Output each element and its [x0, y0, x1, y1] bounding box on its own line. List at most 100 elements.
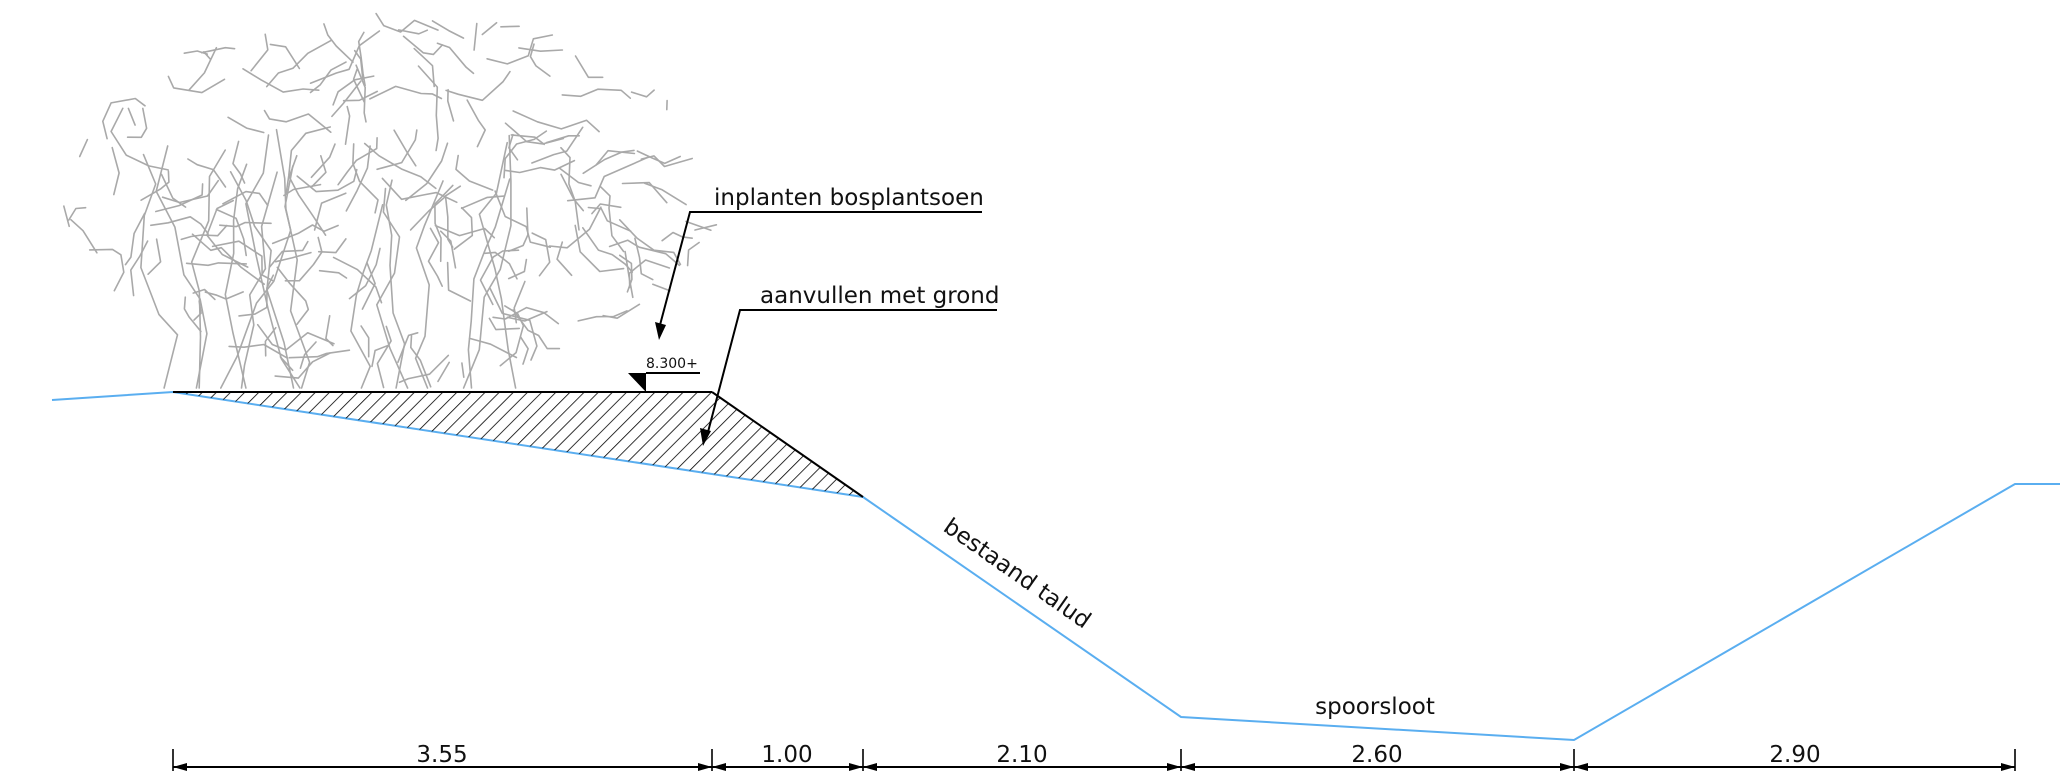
vegetation-stroke: [111, 146, 120, 196]
vegetation-stroke: [504, 159, 576, 174]
fill-area-hatch: [173, 392, 863, 497]
vegetation-stroke: [160, 173, 187, 208]
dimension-arrow-icon: [2001, 763, 2015, 771]
label-ditch: spoorsloot: [1315, 694, 1435, 720]
vegetation-stroke: [369, 85, 443, 100]
dimension-label: 1.00: [761, 742, 812, 768]
vegetation-stroke: [310, 155, 327, 188]
vegetation-stroke: [467, 178, 511, 389]
vegetation-stroke: [357, 31, 366, 87]
vegetation-stroke: [499, 305, 525, 367]
vegetation-stroke: [147, 238, 162, 276]
vegetation-stroke: [193, 300, 202, 321]
vegetation-stroke: [460, 195, 505, 210]
vegetation-stroke: [274, 352, 331, 379]
vegetation-stroke: [427, 227, 444, 288]
vegetation-stroke: [404, 142, 449, 202]
vegetation-stroke: [512, 110, 600, 133]
level-value: 8.300+: [646, 356, 698, 372]
vegetation-stroke: [242, 68, 320, 93]
vegetation-stroke: [150, 216, 209, 235]
vegetation-stroke: [180, 224, 228, 241]
vegetation-stroke: [581, 227, 634, 273]
dimension-label: 2.10: [996, 742, 1047, 768]
vegetation-stroke: [62, 205, 70, 228]
vegetation-stroke: [240, 171, 278, 389]
vegetation-stroke: [188, 46, 218, 91]
vegetation-stroke: [161, 179, 220, 204]
label-plant: inplanten bosplantsoen: [714, 185, 984, 211]
vegetation-stroke: [582, 149, 635, 175]
vegetation-stroke: [215, 208, 247, 257]
vegetation-stroke: [393, 129, 417, 167]
vegetation-stroke: [256, 323, 335, 351]
vegetation-stroke: [558, 167, 592, 187]
vegetation-stroke: [545, 135, 581, 144]
vegetation-stroke: [479, 249, 520, 306]
leader-fill-arrow-icon: [700, 428, 711, 446]
vegetation-stroke: [238, 274, 275, 317]
vegetation-stroke: [473, 22, 478, 51]
vegetation-stroke: [167, 75, 226, 94]
vegetation-stroke: [661, 231, 694, 242]
vegetation-stroke: [126, 107, 148, 139]
vegetation-stroke: [694, 224, 718, 231]
vegetation-stroke: [651, 283, 671, 292]
vegetation-stroke: [232, 140, 246, 184]
vegetation-stroke: [488, 317, 521, 331]
vegetation-stroke: [595, 149, 636, 166]
vegetation-stroke: [206, 199, 249, 268]
vegetation-stroke: [506, 310, 548, 322]
vegetation-stroke: [219, 221, 272, 228]
vegetation-stroke: [510, 134, 546, 146]
vegetation-stroke: [344, 105, 351, 145]
dimension-arrow-icon: [1167, 763, 1181, 771]
vegetation-stroke: [200, 46, 236, 54]
vegetation-stroke: [566, 156, 650, 202]
vegetation-stroke: [519, 335, 529, 365]
vegetation-stroke: [468, 337, 518, 359]
vegetation-stroke: [269, 43, 301, 70]
vegetation-stroke: [561, 88, 632, 99]
vegetation-stroke: [624, 250, 634, 299]
vegetation-stroke: [127, 107, 136, 126]
vegetation-stroke: [323, 23, 354, 63]
dimension-arrow-icon: [712, 763, 726, 771]
vegetation-stroke: [102, 97, 146, 140]
vegetation-stroke: [274, 251, 312, 263]
vegetation-stroke: [68, 206, 87, 221]
vegetation-stroke: [375, 12, 439, 33]
vegetation-stroke: [192, 288, 216, 301]
vegetation-stroke: [628, 259, 671, 289]
dimension-arrow-icon: [1574, 763, 1588, 771]
vegetation-stroke: [348, 247, 381, 300]
vegetation-stroke: [296, 168, 358, 193]
label-fill: aanvullen met grond: [760, 283, 999, 309]
vegetation-stroke: [453, 206, 474, 250]
vegetation-stroke: [355, 64, 367, 123]
vegetation-stroke: [264, 326, 277, 357]
vegetation-stroke: [110, 107, 169, 171]
vegetation-stroke: [331, 80, 362, 118]
vegetation-stroke: [211, 240, 274, 282]
vegetation-stroke: [643, 182, 687, 206]
vegetation-stroke: [531, 126, 584, 164]
vegetation-stroke: [191, 233, 266, 286]
vegetation-stroke: [317, 238, 347, 254]
vegetation-stroke: [187, 158, 227, 188]
vegetation-stroke: [309, 61, 347, 94]
vegetation-stroke: [446, 261, 472, 302]
vegetation-stroke: [486, 34, 554, 65]
vegetation-stroke: [446, 88, 455, 122]
vegetation-stroke: [492, 306, 560, 325]
vegetation-stroke: [279, 356, 294, 372]
dimension-label: 2.90: [1769, 742, 1820, 768]
vegetation-stroke: [325, 314, 334, 347]
dimension-arrow-icon: [1181, 763, 1195, 771]
vegetation-stroke: [621, 181, 668, 204]
vegetation-stroke: [88, 248, 125, 292]
vegetation-stroke: [508, 133, 519, 161]
vegetation-stroke: [353, 49, 364, 81]
vegetation-stroke: [685, 220, 712, 231]
